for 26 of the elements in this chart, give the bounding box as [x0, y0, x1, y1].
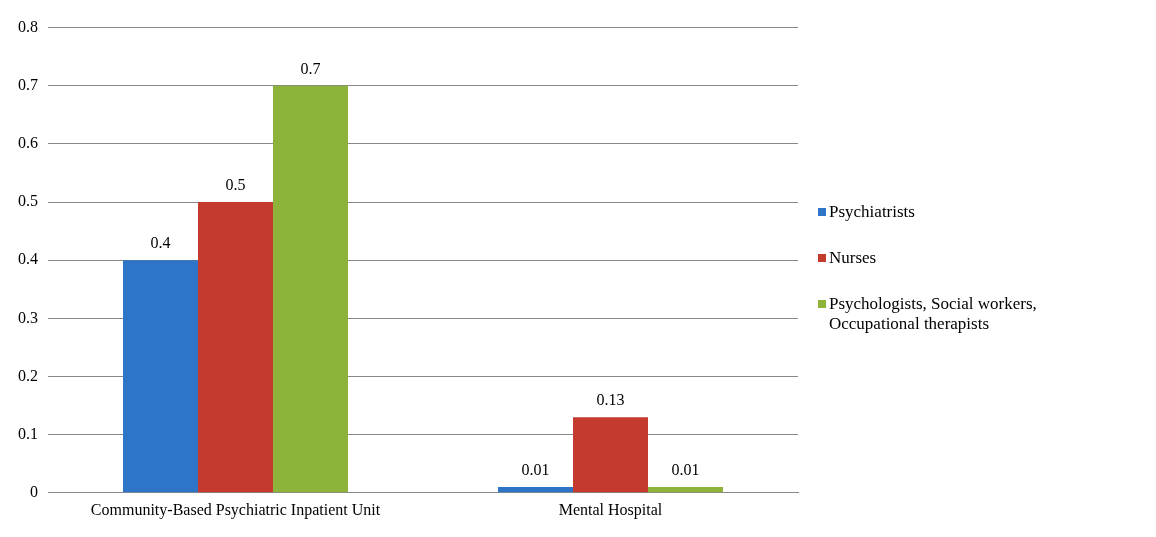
- y-tick-label: 0.5: [18, 192, 38, 210]
- y-tick-label: 0.3: [18, 308, 38, 326]
- data-label: 0.4: [150, 234, 171, 252]
- bar: [573, 417, 648, 493]
- legend-label: Nurses: [829, 248, 878, 268]
- bar: [123, 260, 198, 493]
- y-tick-label: 0.8: [18, 17, 38, 35]
- data-label: 0.13: [596, 391, 625, 409]
- y-tick-label: 0.4: [18, 250, 38, 268]
- y-tick-label: 0: [30, 483, 38, 500]
- x-tick-label: Mental Hospital: [558, 500, 663, 519]
- legend-label: Psychologists, Social workers, Occupational therapists: [829, 294, 1038, 334]
- bar: [648, 486, 723, 493]
- data-label: 0.7: [300, 59, 321, 77]
- y-tick-label: 0.6: [18, 134, 38, 152]
- data-label: 0.5: [225, 176, 246, 194]
- bar: [273, 85, 348, 493]
- y-tick-label: 0.1: [18, 424, 38, 442]
- bar: [498, 486, 573, 493]
- y-tick-label: 0.7: [18, 75, 38, 93]
- data-label: 0.01: [521, 461, 550, 479]
- y-tick-label: 0.2: [18, 366, 38, 384]
- x-tick-label: Community-Based Psychiatric Inpatient Unit: [90, 500, 381, 519]
- bar: [198, 202, 273, 493]
- data-label: 0.01: [671, 461, 700, 479]
- legend-label: Psychiatrists: [829, 202, 916, 222]
